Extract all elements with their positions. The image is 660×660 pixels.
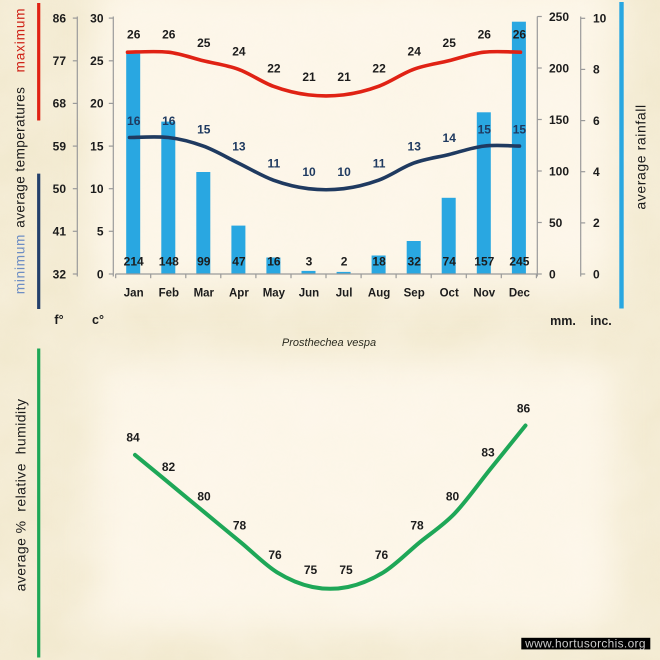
svg-text:82: 82 [162,460,176,474]
svg-text:www.hortusorchis.org: www.hortusorchis.org [524,636,646,650]
svg-text:32: 32 [53,267,67,281]
svg-text:f°: f° [54,313,63,327]
svg-text:15: 15 [197,123,211,137]
svg-text:10: 10 [90,182,104,196]
svg-text:10: 10 [337,165,351,179]
svg-text:214: 214 [124,254,144,268]
svg-text:22: 22 [267,62,281,76]
svg-text:86: 86 [517,401,531,415]
svg-text:c°: c° [92,313,104,327]
svg-text:25: 25 [90,54,104,68]
svg-text:76: 76 [375,548,389,562]
svg-text:80: 80 [197,489,211,503]
svg-text:16: 16 [267,254,281,268]
svg-text:15: 15 [90,139,104,153]
svg-text:75: 75 [339,563,353,577]
svg-text:26: 26 [162,28,176,42]
svg-text:Aug: Aug [368,288,390,300]
svg-text:Apr: Apr [229,288,249,300]
svg-text:26: 26 [127,28,141,42]
svg-text:24: 24 [232,45,246,59]
svg-text:75: 75 [304,563,318,577]
svg-text:6: 6 [593,114,600,128]
svg-text:Feb: Feb [159,288,179,300]
svg-text:8: 8 [593,63,600,77]
svg-text:average rainfall: average rainfall [633,104,649,209]
svg-text:50: 50 [53,182,67,196]
svg-text:Mar: Mar [194,288,215,300]
svg-text:245: 245 [509,254,529,268]
svg-text:78: 78 [233,519,247,533]
svg-text:Sep: Sep [404,288,425,300]
svg-text:150: 150 [549,113,569,127]
svg-text:Oct: Oct [440,288,459,300]
svg-text:16: 16 [127,114,141,128]
svg-text:11: 11 [373,157,386,171]
svg-text:21: 21 [337,70,351,84]
svg-text:50: 50 [549,216,563,230]
svg-text:22: 22 [372,62,386,76]
svg-text:10: 10 [302,165,316,179]
svg-text:16: 16 [162,114,176,128]
svg-text:average temperatures: average temperatures [12,87,27,228]
svg-text:18: 18 [372,254,386,268]
svg-text:47: 47 [232,254,246,268]
svg-text:5: 5 [97,225,104,239]
svg-text:15: 15 [513,123,527,137]
svg-text:68: 68 [53,97,67,111]
svg-text:inc.: inc. [590,314,612,328]
svg-text:Dec: Dec [509,288,531,300]
svg-text:148: 148 [159,254,179,268]
svg-text:4: 4 [593,165,600,179]
svg-text:84: 84 [126,431,140,445]
svg-text:26: 26 [478,28,492,42]
svg-text:80: 80 [446,489,460,503]
svg-text:74: 74 [443,254,457,268]
svg-text:100: 100 [549,164,569,178]
svg-text:13: 13 [408,140,422,154]
svg-text:25: 25 [197,36,211,50]
svg-text:14: 14 [443,131,457,145]
svg-text:0: 0 [593,267,600,281]
svg-text:Jul: Jul [336,288,353,300]
svg-text:Prosthechea vespa: Prosthechea vespa [282,337,376,349]
svg-text:32: 32 [408,254,422,268]
svg-text:26: 26 [513,28,527,42]
svg-text:30: 30 [90,11,104,25]
svg-text:maximum: maximum [12,8,27,73]
svg-text:average % relative humidity: average % relative humidity [13,399,29,592]
svg-text:41: 41 [53,225,67,239]
svg-text:0: 0 [549,267,556,281]
svg-text:Jun: Jun [299,288,319,300]
svg-text:Jan: Jan [124,288,144,300]
svg-text:0: 0 [97,267,104,281]
svg-text:11: 11 [268,157,281,171]
svg-text:21: 21 [302,70,316,84]
svg-text:24: 24 [408,45,422,59]
svg-text:25: 25 [443,36,457,50]
svg-text:86: 86 [53,11,67,25]
svg-text:76: 76 [268,548,282,562]
svg-text:78: 78 [410,519,424,533]
svg-text:minimum: minimum [12,234,27,294]
svg-text:99: 99 [197,254,211,268]
svg-text:59: 59 [53,139,67,153]
svg-text:250: 250 [549,10,569,24]
svg-text:83: 83 [481,445,495,459]
svg-text:2: 2 [341,254,348,268]
svg-text:2: 2 [593,216,600,230]
svg-text:10: 10 [593,12,607,26]
svg-text:mm.: mm. [550,314,576,328]
svg-text:Nov: Nov [473,288,495,300]
svg-text:May: May [263,288,286,300]
svg-text:13: 13 [232,140,246,154]
svg-text:15: 15 [478,123,492,137]
svg-text:157: 157 [474,254,494,268]
svg-text:200: 200 [549,61,569,75]
svg-text:20: 20 [90,97,104,111]
svg-text:3: 3 [306,254,313,268]
svg-text:77: 77 [53,54,67,68]
